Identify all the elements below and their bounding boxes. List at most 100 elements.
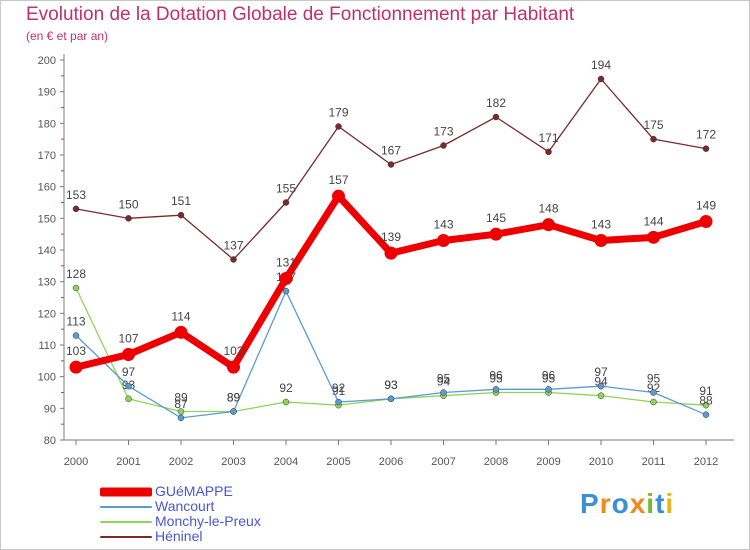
data-label-h-ninel: 182 [486, 96, 506, 110]
data-point-h-ninel [545, 148, 552, 156]
data-point-monchy-le-preux [597, 392, 605, 399]
data-label-gu-mappe: 107 [118, 332, 138, 346]
x-tick-label: 2006 [379, 456, 403, 468]
data-label-h-ninel: 171 [538, 131, 558, 145]
data-point-gu-mappe [384, 246, 398, 260]
data-point-wancourt [440, 389, 447, 396]
data-point-h-ninel [72, 205, 80, 213]
data-label-monchy-le-preux: 94 [437, 375, 451, 389]
y-tick-label: 80 [44, 435, 56, 447]
data-point-wancourt [125, 382, 132, 390]
data-point-h-ninel [440, 142, 447, 149]
data-point-wancourt [230, 408, 237, 415]
data-label-monchy-le-preux: 95 [489, 372, 503, 386]
data-point-gu-mappe [594, 234, 608, 247]
data-point-gu-mappe [174, 325, 188, 339]
data-label-monchy-le-preux: 89 [174, 391, 188, 405]
legend-label-guemappe: GUéMAPPE [155, 483, 233, 499]
data-point-wancourt [335, 398, 342, 406]
data-label-wancourt: 97 [594, 365, 608, 379]
x-tick-label: 2002 [169, 456, 193, 468]
y-tick-label: 190 [38, 87, 56, 99]
x-tick-label: 2005 [326, 456, 350, 468]
data-label-gu-mappe: 103 [223, 344, 243, 358]
data-point-wancourt [72, 332, 80, 339]
data-label-gu-mappe: 139 [381, 230, 401, 244]
y-tick-label: 120 [38, 308, 56, 320]
logo-letter: i [646, 488, 656, 519]
data-label-h-ninel: 137 [223, 239, 243, 253]
data-point-gu-mappe [279, 272, 293, 285]
x-tick-label: 2008 [484, 456, 508, 468]
x-tick-label: 2009 [536, 456, 560, 468]
data-label-wancourt: 95 [647, 372, 661, 386]
data-point-h-ninel [650, 135, 657, 143]
data-label-wancourt: 96 [489, 368, 503, 382]
data-label-gu-mappe: 148 [538, 202, 558, 216]
data-point-wancourt [282, 287, 290, 295]
data-label-gu-mappe: 131 [276, 256, 296, 270]
data-point-h-ninel [230, 256, 237, 263]
x-tick-label: 2003 [221, 456, 245, 468]
y-tick-label: 180 [38, 118, 56, 130]
y-tick-label: 150 [38, 213, 56, 225]
proxiti-logo: Proxiti [580, 488, 674, 520]
y-tick-label: 100 [38, 372, 56, 384]
chart-title: Evolution de la Dotation Globale de Fonc… [26, 4, 575, 25]
chart-subtitle: (en € et par an) [26, 29, 109, 43]
data-label-gu-mappe: 143 [591, 218, 611, 232]
legend-label-monchy: Monchy-le-Preux [155, 513, 261, 529]
x-tick-label: 2001 [116, 456, 140, 468]
data-label-wancourt: 88 [699, 394, 713, 408]
data-label-monchy-le-preux: 128 [66, 267, 86, 281]
data-point-wancourt [545, 386, 552, 393]
data-point-gu-mappe [437, 234, 450, 247]
data-label-gu-mappe: 157 [328, 173, 348, 187]
y-tick-label: 200 [38, 55, 56, 67]
legend-label-heninel: Héninel [155, 528, 203, 544]
data-point-monchy-le-preux [650, 398, 657, 406]
data-point-h-ninel [125, 215, 132, 222]
data-point-h-ninel [387, 161, 395, 168]
y-tick-label: 110 [38, 340, 56, 352]
legend-swatch-guemappe [100, 487, 152, 496]
data-label-gu-mappe: 144 [643, 214, 663, 228]
data-label-h-ninel: 155 [276, 182, 296, 196]
data-label-gu-mappe: 149 [696, 199, 716, 213]
data-point-h-ninel [492, 113, 500, 121]
data-label-monchy-le-preux: 91 [699, 384, 713, 398]
x-tick-label: 2004 [274, 456, 298, 468]
x-tick-label: 2010 [589, 456, 613, 468]
series-line-monchy-le-preux [75, 287, 707, 413]
data-label-gu-mappe: 103 [66, 344, 86, 358]
data-point-wancourt [387, 395, 395, 403]
data-label-wancourt: 87 [174, 397, 188, 411]
legend-swatch-monchy [100, 520, 152, 523]
legend-swatch-wancourt [100, 505, 152, 508]
data-point-wancourt [492, 386, 500, 393]
data-point-gu-mappe [69, 360, 83, 374]
data-point-wancourt [597, 382, 605, 390]
data-label-gu-mappe: 143 [433, 218, 453, 232]
data-point-gu-mappe [647, 230, 660, 244]
data-label-wancourt: 113 [66, 315, 85, 329]
data-point-monchy-le-preux [72, 284, 80, 292]
data-point-gu-mappe [332, 189, 345, 203]
data-label-h-ninel: 153 [66, 188, 86, 202]
data-point-h-ninel [702, 145, 710, 152]
data-label-h-ninel: 167 [381, 144, 401, 158]
data-label-wancourt: 89 [227, 391, 241, 405]
x-tick-label: 2007 [431, 456, 455, 468]
legend-label-wancourt: Wancourt [155, 498, 215, 514]
series-line-gu-mappe [72, 192, 710, 371]
logo-letter: i [665, 488, 675, 519]
data-label-h-ninel: 175 [643, 118, 663, 132]
logo-letter: o [611, 488, 630, 519]
y-tick-label: 170 [38, 150, 56, 162]
x-tick-label: 2011 [642, 456, 666, 468]
data-point-h-ninel [335, 123, 342, 130]
data-label-monchy-le-preux: 93 [384, 378, 398, 392]
data-point-gu-mappe [122, 348, 135, 361]
x-tick-label: 2000 [64, 456, 88, 468]
